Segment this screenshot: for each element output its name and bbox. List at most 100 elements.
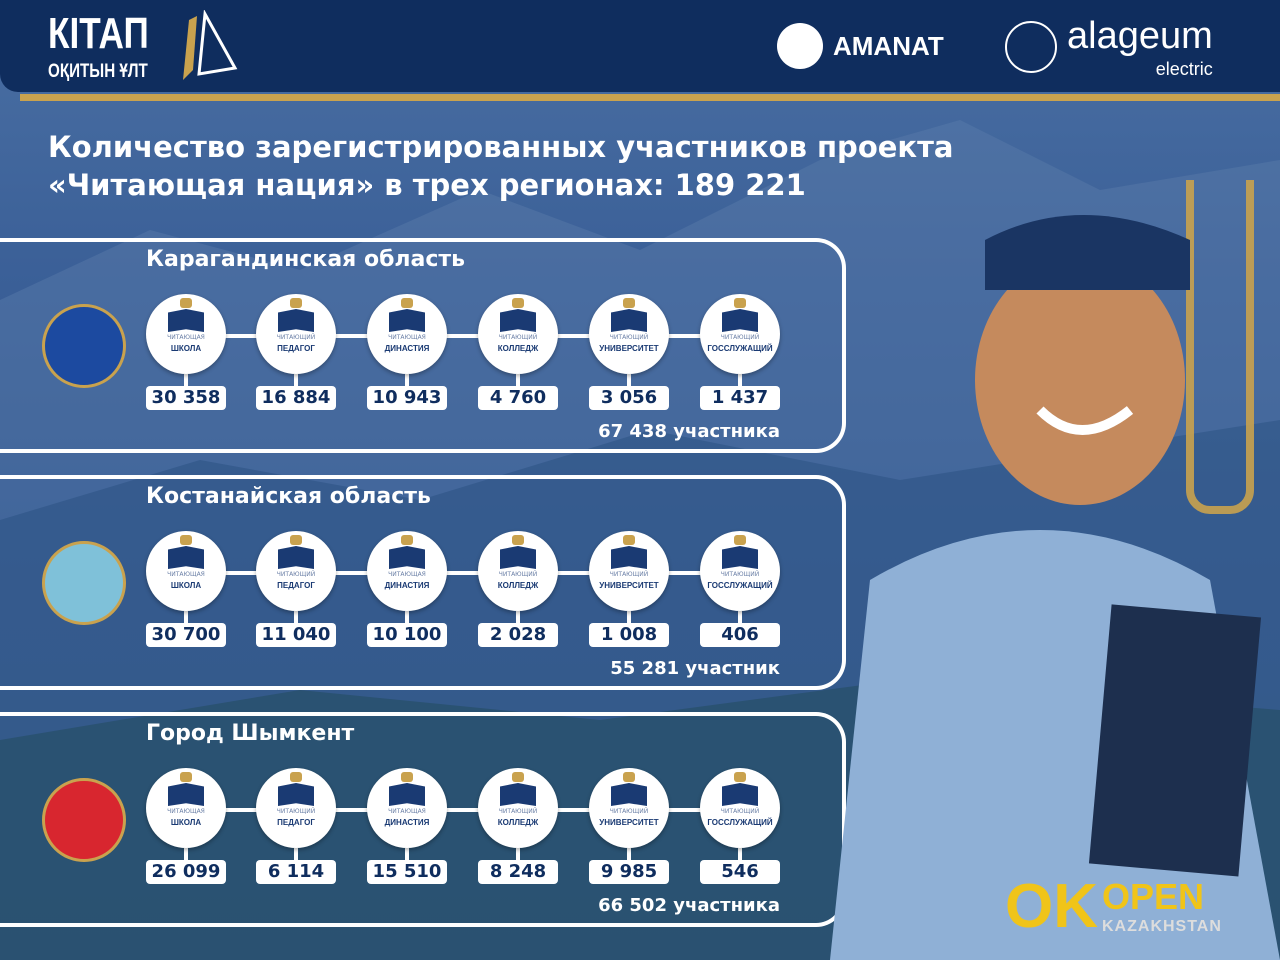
watermark-ok: OK — [1005, 872, 1098, 941]
category-badge: ЧИТАЮЩАЯ ДИНАСТИЯ — [367, 531, 447, 611]
category-label: ШКОЛА — [170, 581, 202, 590]
open-kazakhstan-watermark: OK OPEN KAZAKHSTAN — [1005, 872, 1222, 942]
kitap-logo: КІТАП ОҚИТЫН ҰЛТ — [48, 8, 174, 84]
stem-line — [405, 611, 409, 623]
category-badge: ЧИТАЮЩАЯ ШКОЛА — [146, 531, 226, 611]
category-count: 8 248 — [478, 860, 558, 884]
watermark-line2: KAZAKHSTAN — [1102, 918, 1222, 935]
open-book-icon — [389, 546, 425, 569]
category-sub: ЧИТАЮЩИЙ — [276, 334, 316, 341]
open-book-icon — [389, 783, 425, 806]
open-book-icon — [278, 309, 314, 332]
stem-line — [294, 611, 298, 623]
category-label: КОЛЛЕДЖ — [497, 344, 539, 353]
category-sub: ЧИТАЮЩИЙ — [720, 808, 760, 815]
open-book-logo-icon — [183, 10, 238, 80]
category-count: 3 056 — [589, 386, 669, 410]
category-emblem-icon — [512, 298, 524, 308]
open-book-icon — [722, 783, 758, 806]
category-badge: ЧИТАЮЩИЙ ПЕДАГОГ — [256, 294, 336, 374]
category-item: ЧИТАЮЩАЯ ДИНАСТИЯ 15 510 — [364, 768, 450, 884]
alageum-sub-text: electric — [1155, 59, 1213, 79]
category-count: 30 358 — [146, 386, 226, 410]
category-sub: ЧИТАЮЩИЙ — [498, 334, 538, 341]
logo-main-text: КІТАП — [48, 9, 149, 58]
category-label: ПЕДАГОГ — [277, 344, 315, 353]
category-emblem-icon — [734, 772, 746, 782]
category-badge: ЧИТАЮЩИЙ КОЛЛЕДЖ — [478, 768, 558, 848]
region-panel: Костанайская область ЧИТАЮЩАЯ ШКОЛА 30 7… — [0, 475, 846, 690]
alageum-emblem-icon — [1005, 21, 1057, 73]
category-emblem-icon — [512, 535, 524, 545]
category-badge: ЧИТАЮЩИЙ УНИВЕРСИТЕТ — [589, 294, 669, 374]
category-emblem-icon — [401, 772, 413, 782]
open-book-icon — [168, 546, 204, 569]
category-emblem-icon — [623, 535, 635, 545]
connector-line — [186, 334, 740, 338]
region-emblem-icon — [42, 541, 126, 625]
category-count: 26 099 — [146, 860, 226, 884]
gold-divider — [20, 94, 1280, 101]
category-badge: ЧИТАЮЩАЯ ДИНАСТИЯ — [367, 294, 447, 374]
open-book-icon — [611, 546, 647, 569]
category-item: ЧИТАЮЩИЙ ГОССЛУЖАЩИЙ 406 — [697, 531, 783, 647]
category-count: 30 700 — [146, 623, 226, 647]
category-emblem-icon — [180, 772, 192, 782]
category-badge: ЧИТАЮЩИЙ УНИВЕРСИТЕТ — [589, 768, 669, 848]
boy-with-books-image — [830, 180, 1280, 960]
open-book-icon — [500, 546, 536, 569]
category-badge: ЧИТАЮЩИЙ ПЕДАГОГ — [256, 531, 336, 611]
stem-line — [405, 848, 409, 860]
category-badge: ЧИТАЮЩИЙ ПЕДАГОГ — [256, 768, 336, 848]
watermark-line1: OPEN — [1102, 876, 1205, 917]
category-label: ШКОЛА — [170, 818, 202, 827]
category-sub: ЧИТАЮЩАЯ — [167, 571, 205, 578]
category-emblem-icon — [401, 535, 413, 545]
region-name: Костанайская область — [146, 484, 431, 509]
open-book-icon — [278, 546, 314, 569]
stem-line — [516, 611, 520, 623]
category-sub: ЧИТАЮЩАЯ — [167, 334, 205, 341]
stem-line — [294, 374, 298, 386]
category-sub: ЧИТАЮЩИЙ — [276, 571, 316, 578]
category-badge: ЧИТАЮЩАЯ ШКОЛА — [146, 294, 226, 374]
category-sub: ЧИТАЮЩАЯ — [388, 334, 426, 341]
open-book-icon — [611, 309, 647, 332]
open-book-icon — [722, 309, 758, 332]
category-item: ЧИТАЮЩИЙ КОЛЛЕДЖ 8 248 — [475, 768, 561, 884]
stem-line — [627, 848, 631, 860]
category-item: ЧИТАЮЩИЙ УНИВЕРСИТЕТ 1 008 — [586, 531, 672, 647]
category-item: ЧИТАЮЩИЙ ПЕДАГОГ 11 040 — [253, 531, 339, 647]
stem-line — [294, 848, 298, 860]
category-item: ЧИТАЮЩАЯ ШКОЛА 30 700 — [143, 531, 229, 647]
category-emblem-icon — [290, 772, 302, 782]
category-count: 10 100 — [367, 623, 447, 647]
open-book-icon — [168, 309, 204, 332]
category-sub: ЧИТАЮЩИЙ — [609, 334, 649, 341]
region-name: Карагандинская область — [146, 247, 466, 272]
category-item: ЧИТАЮЩАЯ ДИНАСТИЯ 10 943 — [364, 294, 450, 410]
open-book-icon — [500, 783, 536, 806]
page-title: Количество зарегистрированных участников… — [48, 128, 1048, 204]
open-book-icon — [278, 783, 314, 806]
region-emblem-icon — [42, 778, 126, 862]
category-emblem-icon — [290, 535, 302, 545]
category-label: ПЕДАГОГ — [277, 818, 315, 827]
category-sub: ЧИТАЮЩИЙ — [720, 571, 760, 578]
category-count: 16 884 — [256, 386, 336, 410]
category-sub: ЧИТАЮЩАЯ — [388, 808, 426, 815]
category-count: 15 510 — [367, 860, 447, 884]
category-count: 1 008 — [589, 623, 669, 647]
stem-line — [184, 611, 188, 623]
category-sub: ЧИТАЮЩИЙ — [498, 808, 538, 815]
stem-line — [627, 611, 631, 623]
category-count: 1 437 — [700, 386, 780, 410]
region-panel: Город Шымкент ЧИТАЮЩАЯ ШКОЛА 26 099 ЧИТА… — [0, 712, 846, 927]
open-book-icon — [389, 309, 425, 332]
category-label: ГОССЛУЖАЩИЙ — [707, 344, 773, 353]
category-badge: ЧИТАЮЩАЯ ШКОЛА — [146, 768, 226, 848]
category-label: УНИВЕРСИТЕТ — [599, 818, 659, 827]
alageum-text: alageum — [1067, 15, 1213, 57]
category-item: ЧИТАЮЩИЙ ГОССЛУЖАЩИЙ 1 437 — [697, 294, 783, 410]
stem-line — [516, 848, 520, 860]
